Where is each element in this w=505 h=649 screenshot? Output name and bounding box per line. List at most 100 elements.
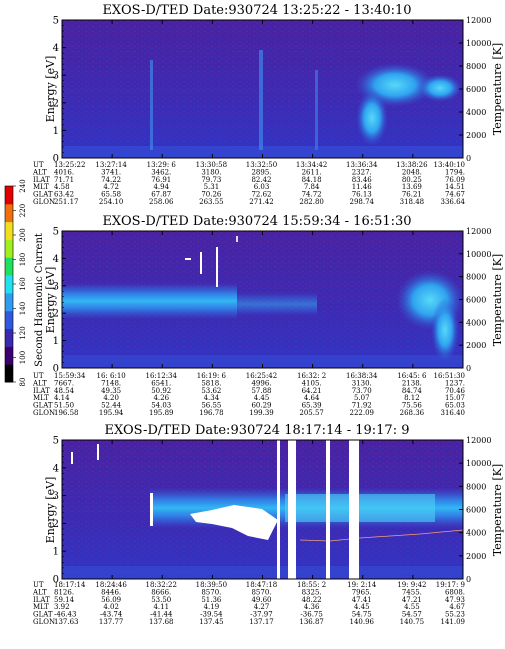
panel-1-emission-blob xyxy=(356,90,388,146)
ephemeris-value: 7455. xyxy=(402,588,422,596)
ephemeris-value: 3462. xyxy=(151,168,171,176)
ephemeris-value: 49.35 xyxy=(101,387,121,395)
temperature-tick-label: 8000 xyxy=(466,482,486,491)
panel-2: EXOS-D/TED Date:930724 15:59:34 - 16:51:… xyxy=(32,214,504,417)
ephemeris-value: 4.94 xyxy=(153,183,169,191)
temperature-tick-label: 12000 xyxy=(466,227,491,236)
ephemeris-value: 16:12:34 xyxy=(146,372,178,380)
ephemeris-row-label: MLT xyxy=(33,183,49,191)
ephemeris-value: 5.31 xyxy=(204,183,220,191)
ephemeris-value: 7667. xyxy=(54,379,74,387)
ephemeris-value: 16:19: 6 xyxy=(197,372,227,380)
ephemeris-value: 65.39 xyxy=(302,402,322,410)
ephemeris-value: 195.94 xyxy=(99,409,124,417)
panel-2-band xyxy=(237,292,317,316)
ephemeris-value: -37.97 xyxy=(250,611,272,619)
temperature-tick-label: 0 xyxy=(466,154,471,163)
ephemeris-value: 74.67 xyxy=(445,191,465,199)
colorbar-tick-label: 240 xyxy=(19,179,27,192)
panel-2-spike xyxy=(216,247,218,287)
ephemeris-value: 54.57 xyxy=(402,611,422,619)
ephemeris-value: 251.17 xyxy=(54,198,79,206)
ephemeris-value: 19: 9:42 xyxy=(397,581,426,589)
colorbar-swatch xyxy=(5,328,13,347)
ephemeris-row-label: GLAT xyxy=(33,191,53,199)
ephemeris-value: 137.77 xyxy=(99,618,124,626)
panel-1-title: EXOS-D/TED Date:930724 13:25:22 - 13:40:… xyxy=(102,3,411,18)
panel-3-heatmap xyxy=(62,440,464,579)
ephemeris-value: 53.62 xyxy=(201,387,221,395)
colorbar-swatch xyxy=(5,346,13,365)
colorbar-swatch xyxy=(5,186,13,205)
ephemeris-value: 13:34:42 xyxy=(296,161,327,169)
ephemeris-value: 8.12 xyxy=(404,394,420,402)
ephemeris-value: 4996. xyxy=(251,379,271,387)
ephemeris-value: 3180. xyxy=(201,168,221,176)
colorbar-tick-label: 140 xyxy=(19,302,27,315)
ephemeris-value: 4016. xyxy=(54,168,74,176)
ephemeris-value: 263.55 xyxy=(199,198,224,206)
panel-1-streak xyxy=(150,60,153,150)
panel-3-temperature-trace xyxy=(299,529,464,542)
panel-3: EXOS-D/TED Date:930724 18:17:14 - 19:17:… xyxy=(32,423,504,626)
ephemeris-value: 4.58 xyxy=(54,183,70,191)
ephemeris-value: 18:32:22 xyxy=(146,581,177,589)
ephemeris-value: 13:25:22 xyxy=(54,161,85,169)
panel-1-axes: 0 1 2 3 4 5 0 2000 4000 6000 8000 10000 12000 xyxy=(53,16,492,165)
ephemeris-value: 74.22 xyxy=(101,176,121,184)
ephemeris-value: 13:40:10 xyxy=(434,161,465,169)
ephemeris-value: 137.63 xyxy=(54,618,79,626)
ephemeris-value: 47.21 xyxy=(402,596,422,604)
ephemeris-value: 199.39 xyxy=(249,409,274,417)
ephemeris-value: 13:30:58 xyxy=(196,161,227,169)
ephemeris-value: 47.93 xyxy=(445,596,465,604)
ephemeris-value: 4.45 xyxy=(254,394,270,402)
panel-3-ylabel: Energy [eV] xyxy=(44,477,57,544)
ephemeris-value: 18:55: 2 xyxy=(297,581,326,589)
energy-tick-label: 4 xyxy=(53,463,59,474)
ephemeris-value: 4.34 xyxy=(204,394,220,402)
ephemeris-value: 6.03 xyxy=(254,183,270,191)
temperature-tick-label: 2000 xyxy=(466,341,486,350)
ephemeris-value: 74.72 xyxy=(302,191,322,199)
ephemeris-value: 19: 2:14 xyxy=(347,581,377,589)
panel-3-spike xyxy=(97,444,99,460)
ephemeris-value: 51.36 xyxy=(201,596,222,604)
ephemeris-value: 8325. xyxy=(302,588,322,596)
ephemeris-value: 2138. xyxy=(402,379,422,387)
ephemeris-value: 13:38:26 xyxy=(396,161,428,169)
energy-tick-label: 0 xyxy=(53,364,59,375)
colorbar-tick-label: 80 xyxy=(19,378,27,387)
ephemeris-value: 11.46 xyxy=(352,183,373,191)
ephemeris-value: 268.36 xyxy=(400,409,425,417)
ephemeris-value: 3130. xyxy=(352,379,372,387)
panel-3-data-gap xyxy=(288,440,296,579)
ephemeris-value: 4.45 xyxy=(354,603,370,611)
ephemeris-value: 254.10 xyxy=(99,198,124,206)
panel-2-emission-blob xyxy=(431,298,459,362)
panel-2-title: EXOS-D/TED Date:930724 15:59:34 - 16:51:… xyxy=(102,214,411,229)
ephemeris-value: 1237. xyxy=(445,379,465,387)
colorbar-ticks: 80 100 120 140 160 180 200 220 240 xyxy=(13,179,27,386)
panel-1-streak xyxy=(315,70,318,150)
temperature-tick-label: 2000 xyxy=(466,131,486,140)
ephemeris-value: 67.87 xyxy=(151,191,171,199)
panel-2-axes: 0 1 2 3 4 5 0 2000 4000 6000 8000 10000 12000 xyxy=(53,227,492,375)
panel-3-band xyxy=(285,494,435,522)
ephemeris-value: 13:36:34 xyxy=(346,161,378,169)
temperature-tick-label: 12000 xyxy=(466,436,491,445)
energy-tick-label: 1 xyxy=(53,547,59,558)
ephemeris-value: 4.67 xyxy=(449,603,465,611)
ephemeris-value: 298.74 xyxy=(350,198,375,206)
ephemeris-value: 2895. xyxy=(251,168,271,176)
panel-3-data-gap xyxy=(150,493,153,526)
ephemeris-row-label: ALT xyxy=(32,588,47,596)
colorbar-swatch xyxy=(5,203,13,223)
ephemeris-value: 5.07 xyxy=(354,394,370,402)
ephemeris-value: 63.42 xyxy=(54,191,74,199)
ephemeris-value: 13:27:14 xyxy=(95,161,127,169)
ephemeris-value: 76.91 xyxy=(151,176,171,184)
ephemeris-value: 141.09 xyxy=(441,618,466,626)
ephemeris-value: 196.58 xyxy=(54,409,79,417)
